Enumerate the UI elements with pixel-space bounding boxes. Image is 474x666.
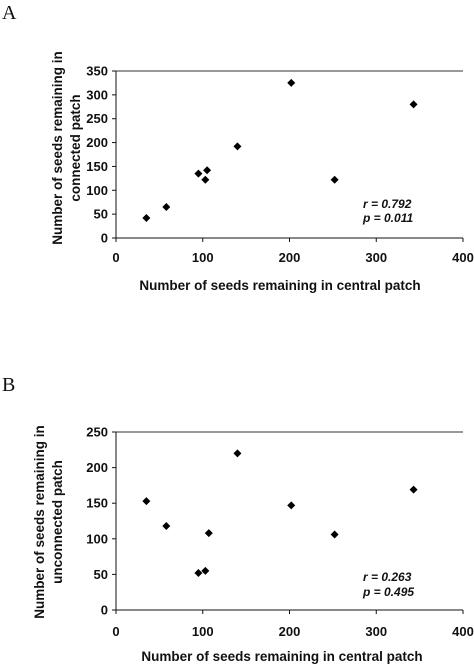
x-tick-label: 300: [365, 624, 387, 639]
x-tick-label: 0: [112, 250, 119, 265]
y-tick-label: 150: [86, 496, 108, 511]
data-point: [142, 213, 151, 222]
data-point: [409, 485, 418, 494]
x-tick-label: 100: [192, 250, 214, 265]
panel-a-y-axis-title-line2: connected patch: [68, 94, 83, 201]
data-point: [409, 100, 418, 109]
y-tick-label: 350: [86, 64, 108, 79]
data-point: [203, 166, 212, 175]
panel-a-points: [142, 78, 418, 222]
y-tick-label: 50: [94, 207, 108, 222]
data-point: [194, 568, 203, 577]
y-tick-label: 250: [86, 111, 108, 126]
panel-b-x-axis-title: Number of seeds remaining in central pat…: [141, 649, 422, 664]
panel-b-y-axis-title-line2: unconnected patch: [50, 460, 65, 584]
panel-a-y-axis-title-line1: Number of seeds remaining in: [50, 51, 65, 245]
y-tick-label: 100: [86, 531, 108, 546]
y-tick-label: 100: [86, 183, 108, 198]
panel-b: B 0 50 100 150 200 250 0 100 200 300 400 Number o…: [2, 374, 474, 664]
panel-b-r-value: r = 0.263: [363, 570, 412, 584]
panel-b-x-ticks: 0 100 200 300 400: [112, 610, 474, 639]
panel-a-r-value: r = 0.792: [363, 197, 412, 211]
y-tick-label: 250: [86, 425, 108, 440]
data-point: [201, 175, 210, 184]
panel-a-x-axis-title: Number of seeds remaining in central pat…: [139, 278, 420, 293]
data-point: [162, 521, 171, 530]
y-tick-label: 0: [101, 603, 108, 618]
y-tick-label: 150: [86, 159, 108, 174]
x-tick-label: 300: [365, 250, 387, 265]
y-tick-label: 0: [101, 231, 108, 246]
panel-b-letter: B: [2, 374, 15, 396]
y-tick-label: 200: [86, 460, 108, 475]
data-point: [287, 78, 296, 87]
panel-b-points: [142, 449, 418, 577]
data-point: [233, 449, 242, 458]
data-point: [142, 497, 151, 506]
data-point: [194, 169, 203, 178]
data-point: [330, 175, 339, 184]
data-point: [204, 529, 213, 538]
data-point: [201, 566, 210, 575]
panel-b-y-ticks: 0 50 100 150 200 250: [86, 425, 116, 618]
x-tick-label: 100: [192, 624, 214, 639]
y-tick-label: 200: [86, 135, 108, 150]
panel-a-x-ticks: 0 100 200 300 400: [112, 238, 474, 265]
x-tick-label: 200: [279, 250, 301, 265]
y-tick-label: 50: [94, 567, 108, 582]
data-point: [162, 202, 171, 211]
x-tick-label: 0: [112, 624, 119, 639]
panel-a-letter: A: [2, 2, 17, 24]
data-point: [330, 530, 339, 539]
y-tick-label: 300: [86, 87, 108, 102]
data-point: [287, 501, 296, 510]
x-tick-label: 400: [452, 250, 474, 265]
panel-a: A 0 50 100 150 200 250 300 350 0 100 200 300 400 Nu…: [2, 2, 474, 293]
panel-a-p-value: p = 0.011: [362, 211, 413, 225]
data-point: [233, 142, 242, 151]
panel-b-p-value: p = 0.495: [362, 585, 414, 599]
panel-b-y-axis-title-line1: Number of seeds remaining in: [32, 425, 47, 619]
x-tick-label: 400: [452, 624, 474, 639]
x-tick-label: 200: [279, 624, 301, 639]
panel-a-y-ticks: 0 50 100 150 200 250 300 350: [86, 64, 116, 246]
